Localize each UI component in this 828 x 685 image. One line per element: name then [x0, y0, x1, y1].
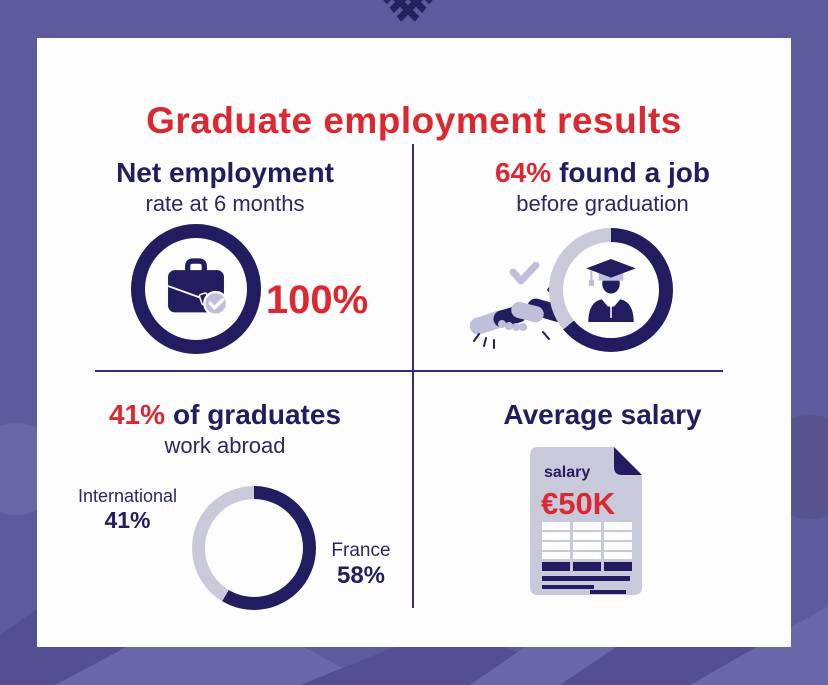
salary-doc-table — [542, 522, 632, 559]
briefcase-check-icon — [167, 258, 229, 316]
salary-doc-value: €50K — [541, 486, 616, 521]
work-abroad-heading: 41% of graduates work abroad — [37, 398, 413, 459]
net-employment-subtitle: rate at 6 months — [145, 190, 305, 216]
salary-document-icon: salary €50K — [530, 447, 642, 595]
net-employment-ring — [131, 224, 261, 354]
average-salary-title: Average salary — [503, 399, 702, 430]
work-abroad-donut — [192, 486, 316, 610]
net-employment-value: 100% — [265, 278, 369, 322]
vertical-divider — [412, 144, 414, 608]
found-job-value: 64% — [495, 157, 552, 188]
infographic-card: Graduate employment results Net employme… — [37, 38, 791, 647]
found-job-title: found a job — [559, 157, 710, 188]
work-abroad-title: of graduates — [173, 399, 342, 430]
graduate-icon — [586, 259, 636, 322]
lattice-logo-icon — [370, 0, 446, 30]
work-abroad-subtitle: work abroad — [164, 432, 286, 458]
legend-france: France 58% — [309, 540, 413, 589]
legend-france-value: 58% — [336, 561, 386, 589]
found-job-donut — [549, 228, 673, 352]
legend-international-label: International — [77, 486, 178, 506]
legend-international-value: 41% — [104, 506, 151, 533]
net-employment-title: Net employment — [116, 157, 334, 188]
handshake-icon — [469, 262, 569, 349]
average-salary-heading: Average salary — [414, 398, 791, 432]
salary-doc-lines — [542, 562, 632, 594]
page-title: Graduate employment results — [146, 100, 682, 141]
net-employment-heading: Net employment rate at 6 months — [37, 156, 413, 217]
found-job-heading: 64% found a job before graduation — [414, 156, 791, 217]
work-abroad-value: 41% — [108, 399, 165, 430]
horizontal-divider — [95, 370, 723, 372]
legend-france-label: France — [331, 540, 391, 561]
found-job-subtitle: before graduation — [516, 190, 689, 216]
salary-doc-label: salary — [544, 464, 590, 481]
legend-international: International 41% — [55, 486, 200, 533]
